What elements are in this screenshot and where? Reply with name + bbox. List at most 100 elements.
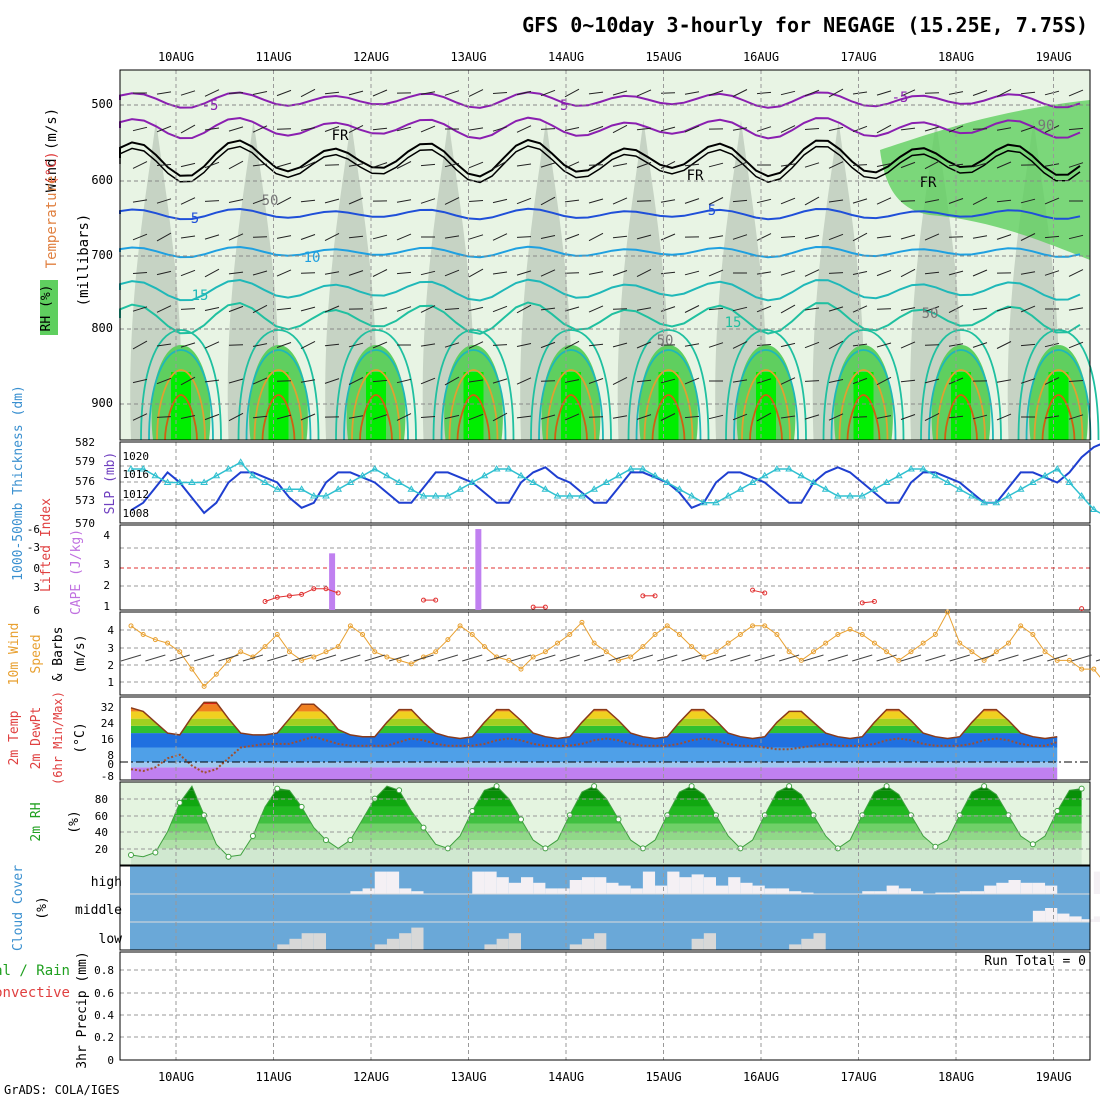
- wind-speed-point: [518, 666, 524, 672]
- thickness-point: [468, 478, 477, 485]
- wind-speed-point: [189, 666, 195, 672]
- wind-barb: [1068, 127, 1084, 131]
- wind-speed-point: [177, 649, 183, 655]
- temp-plume-contour: [1017, 329, 1100, 441]
- thickness-tick-label: 573: [75, 494, 95, 507]
- temp-plume-contour: [448, 369, 499, 441]
- wind-barb: [300, 88, 316, 98]
- wind-speed-point: [884, 649, 890, 655]
- temp-plume-contour: [1025, 349, 1092, 441]
- lifted-index-line: [264, 588, 339, 602]
- wind-barb: [420, 416, 436, 418]
- wind-barb: [1068, 380, 1084, 382]
- temp-plume-contour: [846, 394, 881, 441]
- wind-barb: [228, 233, 244, 241]
- rh-bright-core: [1048, 372, 1069, 440]
- temp-plume-contour: [830, 349, 897, 441]
- temp-band: [131, 725, 1058, 734]
- wind-barb: [252, 197, 268, 205]
- wind-barb: [780, 163, 796, 167]
- wind-barb: [564, 88, 580, 98]
- wind-speed-point: [932, 631, 938, 637]
- surface-wind-barb: [315, 654, 337, 662]
- wind-barb: [492, 412, 508, 422]
- wind-barb: [396, 161, 412, 169]
- cloud-cover-bar: [1032, 882, 1046, 894]
- cloud-cover-bar: [508, 933, 521, 950]
- thickness-point: [443, 492, 452, 499]
- cloud-cover-bar: [1045, 885, 1058, 894]
- pressure-tick-label: 900: [91, 396, 113, 410]
- wind-barb: [804, 128, 820, 130]
- wind-barb: [324, 305, 340, 313]
- wind-barb: [372, 162, 388, 168]
- wind-barb: [564, 161, 580, 169]
- li-tick-label: -3: [27, 541, 40, 554]
- contour-label: 50: [922, 306, 939, 322]
- wind-speed-point: [628, 654, 634, 660]
- thickness-point: [127, 465, 135, 472]
- thickness-point: [590, 485, 599, 492]
- pressure-tick-label: 600: [91, 173, 113, 187]
- wind-barb: [612, 90, 628, 96]
- temp-plume-contour: [920, 329, 1002, 441]
- wind-barb: [540, 380, 556, 382]
- thickness-point: [980, 498, 989, 506]
- cloud-cover-bar: [679, 877, 692, 894]
- wind-barb: [252, 343, 268, 347]
- thickness-point: [248, 471, 257, 479]
- cloud-cover-bar: [630, 888, 643, 894]
- panel-frame: [119, 865, 1091, 951]
- wind-speed-point: [579, 619, 585, 625]
- wind-barb: [900, 161, 916, 169]
- cloud-cover-bar: [716, 885, 729, 894]
- wind-barb: [468, 379, 484, 383]
- surface-wind-barb: [486, 654, 507, 662]
- contour-label: FR: [920, 175, 937, 191]
- rh2m-point: [176, 799, 183, 806]
- wind-barb: [756, 305, 772, 313]
- cloud-cover-bar: [1008, 880, 1021, 894]
- wind-speed-point: [896, 657, 902, 663]
- bottom-date-label: 12AUG: [353, 1070, 389, 1084]
- panel-frame: [119, 951, 1091, 1061]
- thickness-point: [517, 471, 525, 479]
- thickness-point: [882, 478, 891, 485]
- rh2m-point: [786, 783, 793, 790]
- temp-plume-contour: [1041, 394, 1076, 441]
- wind-barb: [828, 199, 844, 203]
- surface-wind-barb: [1022, 654, 1044, 662]
- temp-plume-contour: [343, 349, 409, 441]
- thickness-point: [322, 492, 330, 499]
- wind-barb: [228, 378, 244, 384]
- cloud-cover-bar: [1093, 871, 1100, 894]
- cloud-cover-bar: [606, 882, 619, 894]
- rh2m-point: [591, 783, 598, 790]
- thickness-point: [760, 471, 769, 479]
- li-tick-label: 3: [33, 581, 40, 594]
- temp-plume-contour: [1033, 369, 1084, 441]
- wind-barb: [1044, 377, 1060, 385]
- wind-barb: [156, 270, 172, 276]
- wind-barb: [420, 125, 436, 133]
- wind-tick-label: 4: [107, 624, 114, 637]
- wind-barb: [396, 413, 412, 421]
- temp-band: [131, 711, 1058, 719]
- thickness-point: [602, 478, 611, 485]
- wind-barb: [372, 341, 388, 349]
- wind-barb: [612, 270, 628, 276]
- wind-barb: [276, 235, 292, 239]
- rh2m-point: [1078, 785, 1085, 792]
- thickness-point: [395, 478, 404, 485]
- thickness-point: [1089, 505, 1098, 512]
- rh2m-point: [444, 845, 451, 852]
- surface-wind-barb: [998, 654, 1019, 662]
- wind-barb: [468, 200, 484, 202]
- wind-speed-point: [140, 631, 146, 637]
- thickness-point: [1053, 465, 1062, 472]
- wind-barb: [684, 91, 700, 95]
- wind-barb: [1068, 307, 1084, 311]
- thickness-point: [1016, 485, 1025, 492]
- li-axis-title: Lifted Index: [39, 498, 54, 592]
- thickness-point: [675, 485, 684, 492]
